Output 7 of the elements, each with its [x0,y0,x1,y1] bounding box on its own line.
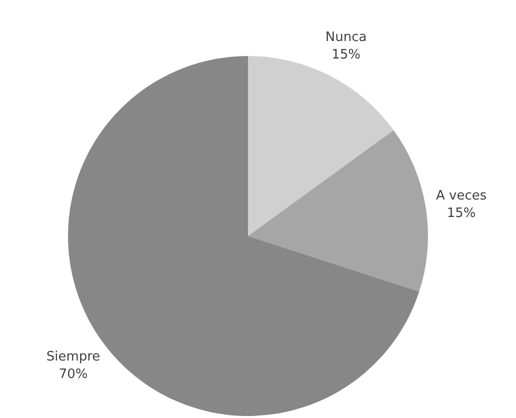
data-label: 15% [446,206,476,222]
data-label: 70% [58,366,88,382]
pie-slice [248,130,428,292]
data-label: 15% [332,47,361,62]
slice-label: A veces [436,188,487,204]
slice-label: Nunca [325,30,367,45]
slice-label: Siempre [46,349,100,364]
